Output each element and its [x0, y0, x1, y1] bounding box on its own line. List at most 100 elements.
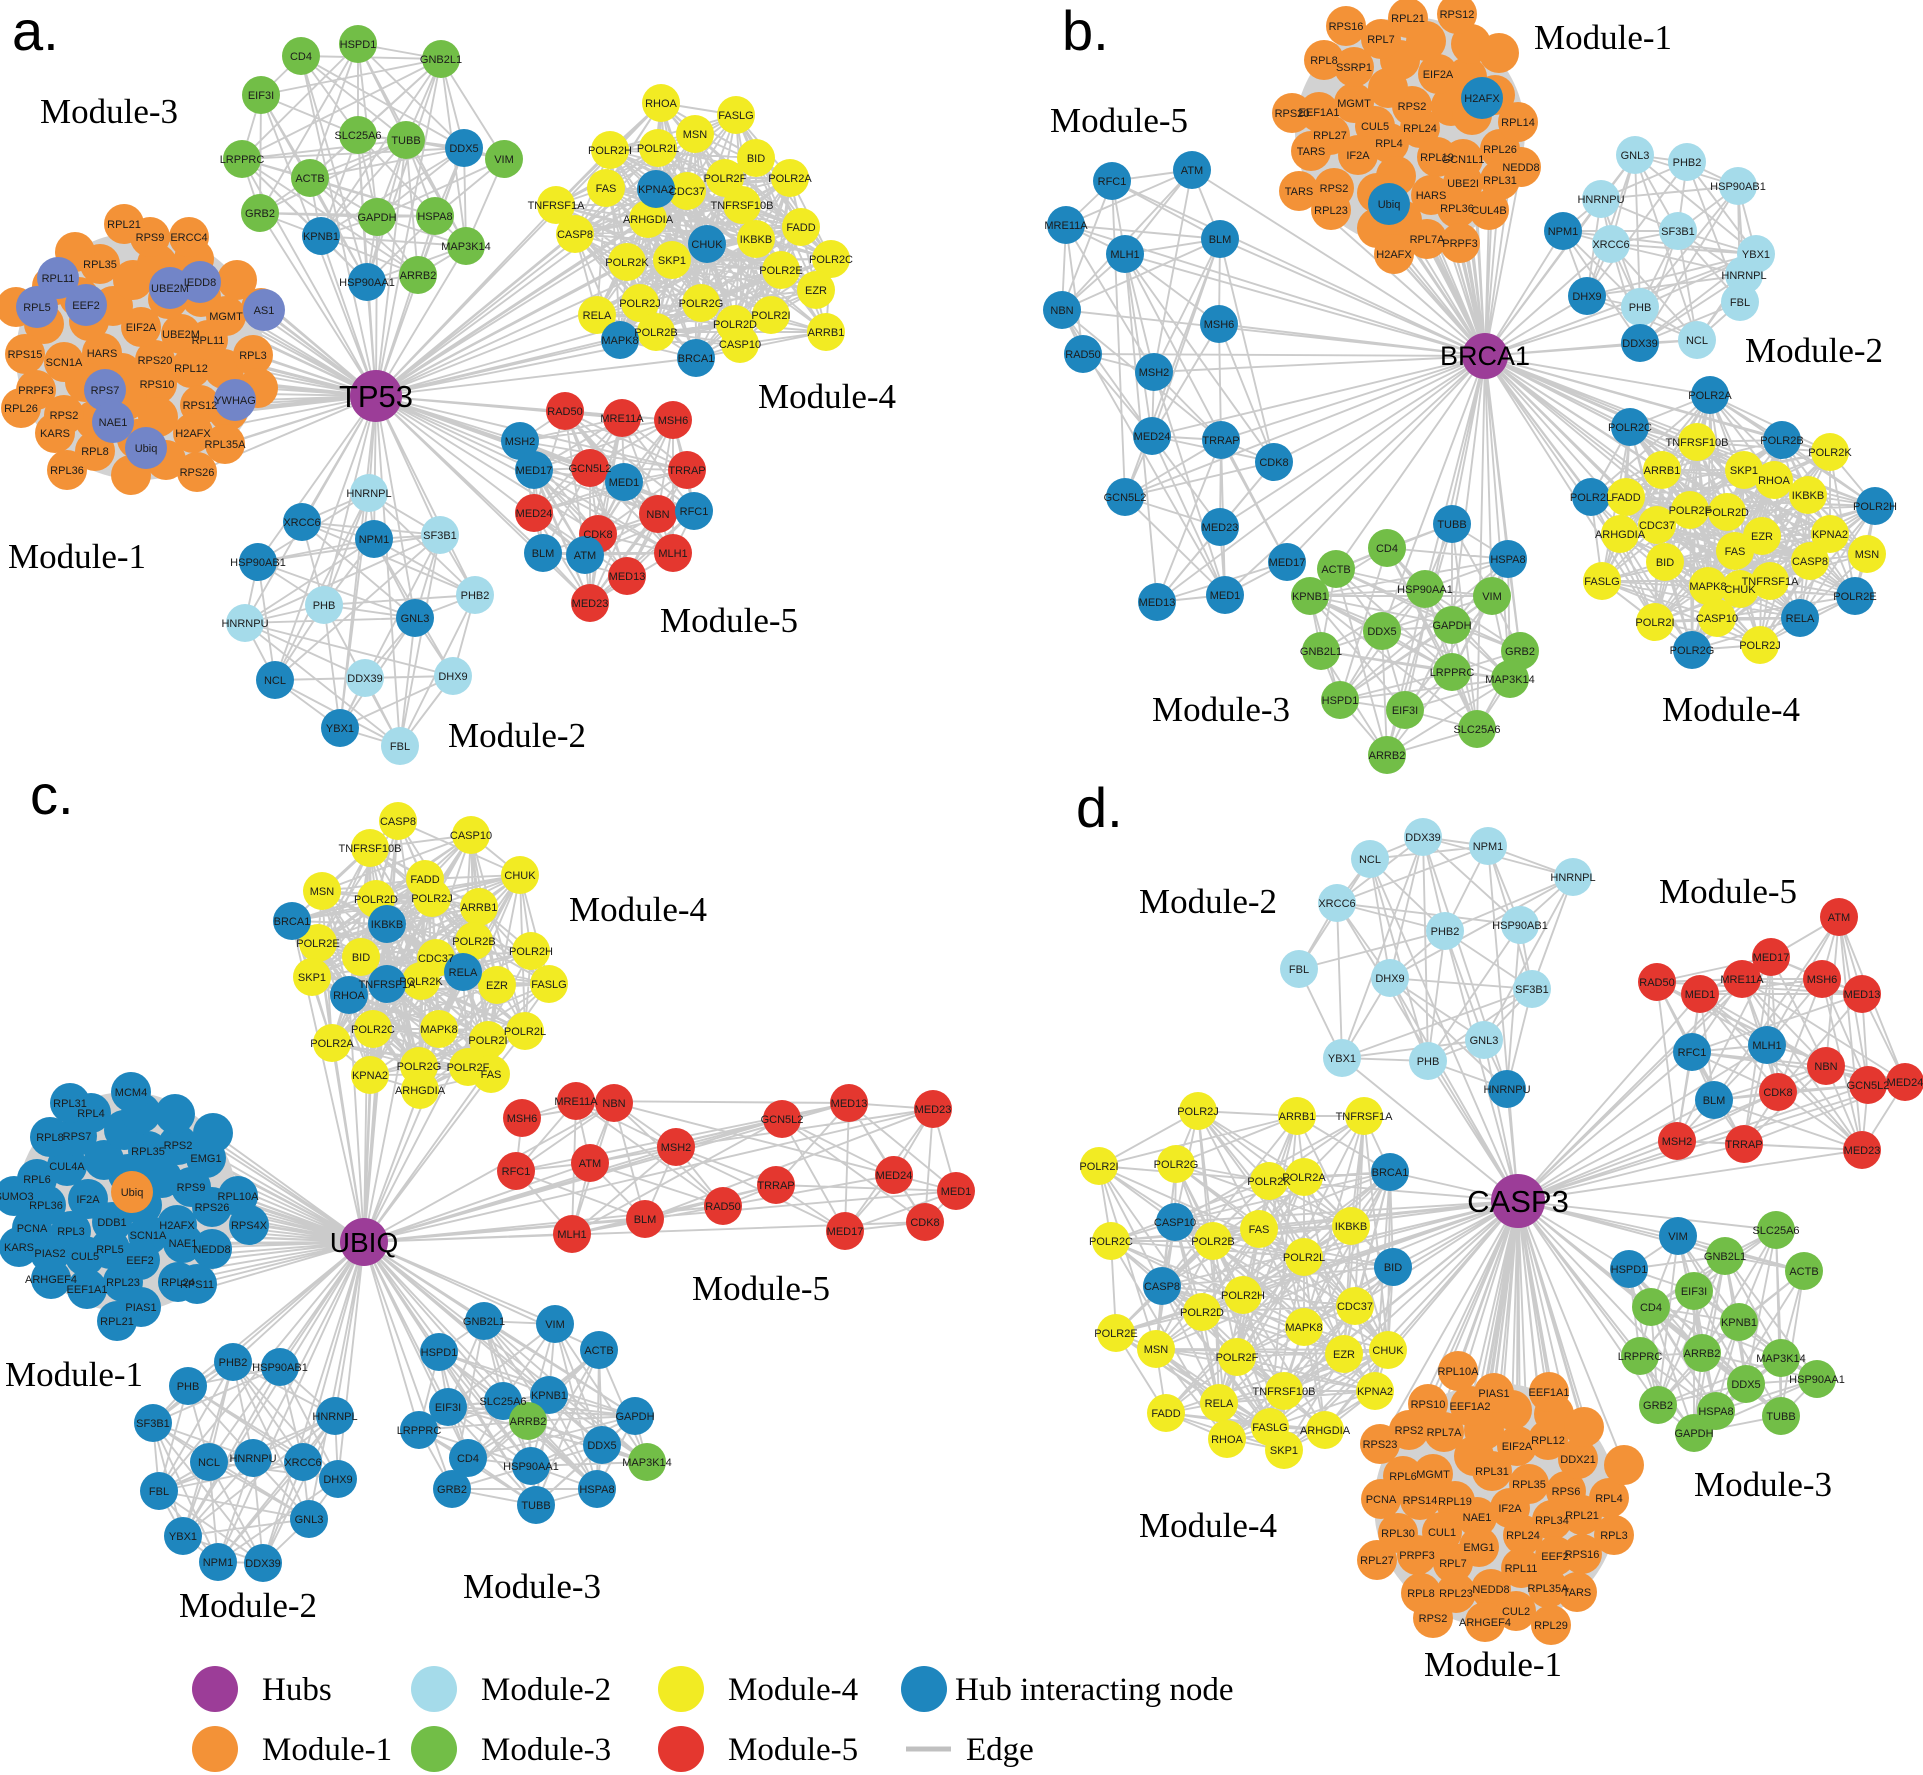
- svg-text:RPL11: RPL11: [192, 335, 225, 347]
- svg-text:MED23: MED23: [572, 598, 609, 610]
- svg-text:c.: c.: [30, 763, 74, 826]
- svg-text:TRRAP: TRRAP: [757, 1180, 794, 1192]
- svg-text:d.: d.: [1076, 776, 1123, 839]
- svg-text:ACTB: ACTB: [1321, 564, 1350, 576]
- svg-text:POLR2G: POLR2G: [1154, 1159, 1199, 1171]
- svg-text:RPL36: RPL36: [29, 1200, 63, 1212]
- svg-text:NBN: NBN: [646, 509, 669, 521]
- svg-text:HSP90AB1: HSP90AB1: [1710, 181, 1766, 193]
- svg-text:Ubiq: Ubiq: [135, 443, 158, 455]
- svg-text:HSP90AA1: HSP90AA1: [1397, 584, 1453, 596]
- svg-text:BID: BID: [747, 153, 765, 165]
- svg-text:RPL7A: RPL7A: [1410, 234, 1446, 246]
- svg-text:Module-3: Module-3: [40, 92, 178, 131]
- svg-text:PCNA: PCNA: [17, 1223, 48, 1235]
- svg-text:ARRB2: ARRB2: [1684, 1348, 1721, 1360]
- svg-text:GNB2L1: GNB2L1: [1300, 646, 1342, 658]
- svg-text:HSPA8: HSPA8: [1490, 554, 1525, 566]
- svg-text:SF3B1: SF3B1: [1661, 226, 1695, 238]
- svg-text:IEDD8: IEDD8: [184, 277, 216, 289]
- svg-text:MSH6: MSH6: [1807, 974, 1838, 986]
- svg-text:POLR2C: POLR2C: [1089, 1236, 1133, 1248]
- svg-text:MGMT: MGMT: [1337, 98, 1371, 110]
- svg-text:CDC37: CDC37: [1337, 1301, 1373, 1313]
- svg-text:SF3B1: SF3B1: [1515, 984, 1549, 996]
- svg-text:CD4: CD4: [457, 1453, 479, 1465]
- svg-text:MLH1: MLH1: [658, 548, 687, 560]
- svg-text:HSP90AB1: HSP90AB1: [230, 557, 286, 569]
- svg-text:GAPDH: GAPDH: [1432, 620, 1471, 632]
- svg-text:POLR2E: POLR2E: [1094, 1328, 1137, 1340]
- svg-text:RPL7A: RPL7A: [1427, 1427, 1463, 1439]
- svg-text:EIF3I: EIF3I: [1681, 1286, 1707, 1298]
- svg-text:POLR2G: POLR2G: [679, 298, 724, 310]
- svg-text:DDX39: DDX39: [245, 1558, 280, 1570]
- svg-text:RPL4: RPL4: [77, 1108, 105, 1120]
- svg-text:GNB2L1: GNB2L1: [1704, 1251, 1746, 1263]
- svg-text:MGMT: MGMT: [209, 311, 243, 323]
- svg-text:MAPK8: MAPK8: [420, 1024, 457, 1036]
- svg-text:RPS10: RPS10: [1411, 1399, 1446, 1411]
- svg-text:DDX5: DDX5: [1731, 1379, 1760, 1391]
- svg-text:POLR2B: POLR2B: [1760, 435, 1803, 447]
- svg-text:NPM1: NPM1: [1548, 226, 1579, 238]
- svg-text:RPL23: RPL23: [106, 1277, 140, 1289]
- svg-text:ARRB2: ARRB2: [510, 1416, 547, 1428]
- svg-text:MSH6: MSH6: [507, 1113, 538, 1125]
- svg-text:RAD50: RAD50: [1639, 977, 1674, 989]
- svg-text:FADD: FADD: [410, 874, 439, 886]
- svg-text:MED1: MED1: [609, 477, 640, 489]
- svg-text:FBL: FBL: [1289, 964, 1309, 976]
- svg-text:MED23: MED23: [915, 1104, 952, 1116]
- svg-text:POLR2F: POLR2F: [704, 173, 747, 185]
- svg-text:EIF3I: EIF3I: [248, 90, 274, 102]
- svg-text:MED17: MED17: [1269, 557, 1306, 569]
- svg-text:TNFRSF10B: TNFRSF10B: [339, 843, 402, 855]
- svg-text:ARRB1: ARRB1: [1644, 465, 1681, 477]
- svg-text:BLM: BLM: [634, 1214, 657, 1226]
- svg-text:POLR2L: POLR2L: [637, 143, 679, 155]
- svg-text:VIM: VIM: [1668, 1231, 1688, 1243]
- svg-text:ATM: ATM: [579, 1158, 601, 1170]
- svg-text:Module-2: Module-2: [179, 1586, 317, 1625]
- svg-text:IKBKB: IKBKB: [740, 234, 772, 246]
- svg-text:DHX9: DHX9: [1572, 291, 1601, 303]
- svg-text:PHB: PHB: [1629, 302, 1652, 314]
- svg-text:NAE1: NAE1: [169, 1238, 198, 1250]
- svg-text:MSH6: MSH6: [658, 415, 689, 427]
- svg-text:MSH2: MSH2: [1139, 367, 1170, 379]
- svg-text:RPL11: RPL11: [42, 273, 75, 285]
- svg-text:HARS: HARS: [87, 348, 118, 360]
- svg-text:HNRNPU: HNRNPU: [1483, 1084, 1530, 1096]
- svg-text:Module-4: Module-4: [1662, 690, 1800, 729]
- svg-text:NBN: NBN: [602, 1098, 625, 1110]
- svg-text:CHUK: CHUK: [504, 870, 536, 882]
- svg-text:MAPK8: MAPK8: [1689, 581, 1726, 593]
- svg-text:MAP3K14: MAP3K14: [1756, 1353, 1806, 1365]
- svg-text:MED17: MED17: [516, 465, 553, 477]
- svg-text:KPNB1: KPNB1: [531, 1390, 567, 1402]
- svg-text:POLR2L: POLR2L: [1283, 1252, 1325, 1264]
- svg-text:HSP90AB1: HSP90AB1: [252, 1362, 308, 1374]
- svg-text:Module-1: Module-1: [262, 1732, 392, 1768]
- svg-text:EMG1: EMG1: [190, 1153, 221, 1165]
- svg-text:RPL8: RPL8: [81, 446, 109, 458]
- svg-text:RPL24: RPL24: [161, 1277, 195, 1289]
- svg-text:NCL: NCL: [1686, 335, 1708, 347]
- svg-text:ARHGDIA: ARHGDIA: [623, 214, 674, 226]
- svg-text:MED24: MED24: [516, 508, 553, 520]
- svg-text:CUL2: CUL2: [1502, 1606, 1530, 1618]
- svg-text:RPL12: RPL12: [174, 363, 208, 375]
- svg-text:DDX5: DDX5: [1367, 626, 1396, 638]
- svg-text:RPS7: RPS7: [63, 1131, 92, 1143]
- svg-text:CHUK: CHUK: [691, 239, 723, 251]
- svg-text:RPL14: RPL14: [1501, 117, 1535, 129]
- svg-text:SKP1: SKP1: [1270, 1445, 1298, 1457]
- svg-text:BLM: BLM: [1703, 1095, 1726, 1107]
- svg-text:PHB: PHB: [1417, 1056, 1440, 1068]
- svg-text:RPS11: RPS11: [180, 1279, 214, 1291]
- svg-text:FBL: FBL: [1730, 297, 1750, 309]
- svg-text:MAP3K14: MAP3K14: [1485, 674, 1535, 686]
- svg-text:PHB2: PHB2: [461, 590, 490, 602]
- svg-text:ATM: ATM: [574, 550, 596, 562]
